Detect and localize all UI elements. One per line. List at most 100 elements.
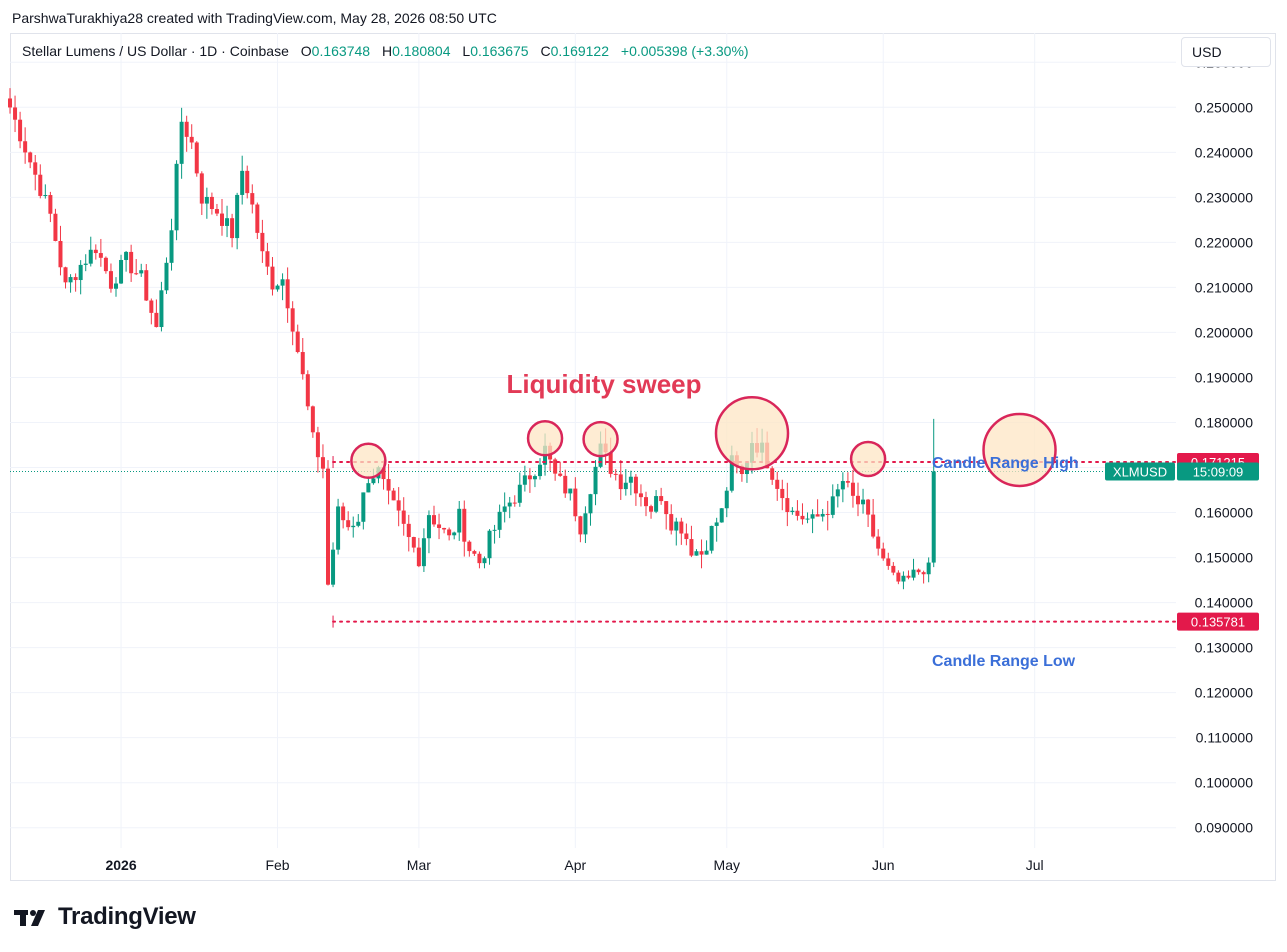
candle-body	[265, 251, 270, 267]
candle-body	[785, 498, 790, 513]
candle-body	[674, 521, 679, 531]
sweep-circles	[350, 396, 1057, 488]
candle-body	[280, 279, 285, 286]
liquidity-sweep-label: Liquidity sweep	[506, 369, 701, 399]
candle-body	[285, 279, 290, 309]
candle-body	[366, 483, 371, 493]
candle-body	[159, 290, 164, 328]
candle-body	[209, 196, 214, 210]
candle-body	[563, 475, 568, 494]
low-key: L	[462, 43, 471, 59]
candle-body	[63, 267, 68, 283]
price-tick-label: 0.240000	[1195, 144, 1254, 160]
price-tick-label: 0.180000	[1195, 414, 1254, 430]
price-tick-label: 0.090000	[1195, 820, 1254, 836]
price-tick-label: 0.190000	[1195, 369, 1254, 385]
candle-body	[800, 515, 805, 520]
candle-body	[618, 474, 623, 490]
candle-body	[628, 476, 633, 483]
candle-body	[108, 271, 113, 289]
price-tick-label: 0.100000	[1195, 775, 1254, 791]
candle-body	[926, 562, 931, 575]
price-tick-label: 0.150000	[1195, 550, 1254, 566]
symbol-description: Stellar Lumens / US Dollar · 1D · Coinba…	[22, 43, 289, 59]
candle-body	[921, 572, 926, 575]
countdown-tag-text: 15:09:09	[1193, 464, 1244, 479]
candle-body	[901, 575, 906, 582]
candle-body	[240, 170, 245, 195]
candle-body	[654, 496, 659, 512]
candle-body	[225, 218, 230, 226]
time-tick-label: Feb	[265, 857, 289, 873]
candle-body	[361, 492, 366, 522]
candle-body	[13, 107, 18, 120]
candle-body	[315, 432, 320, 458]
candle-body	[623, 482, 628, 490]
price-tick-label: 0.160000	[1195, 505, 1254, 521]
time-tick-label: Jul	[1026, 857, 1044, 873]
candle-body	[371, 478, 376, 484]
candle-body	[497, 511, 502, 530]
candle-range-high-label: Candle Range High	[932, 455, 1079, 472]
candle-body	[346, 520, 351, 528]
liquidity-sweep-circle	[582, 420, 619, 458]
candle-body	[644, 497, 648, 507]
liquidity-sweep-circle	[526, 419, 564, 457]
candle-body	[23, 141, 28, 153]
currency-selector[interactable]: USD	[1181, 37, 1271, 67]
candle-body	[78, 264, 83, 281]
candle-body	[331, 549, 336, 585]
candle-body	[507, 502, 512, 507]
candle-body	[815, 514, 820, 517]
countdown-tag	[1177, 462, 1259, 481]
candle-body	[906, 575, 911, 578]
candle-body	[588, 494, 593, 514]
candle-body	[795, 510, 800, 516]
candle-body	[689, 539, 694, 556]
candle-body	[341, 506, 346, 521]
candle-body	[487, 530, 492, 559]
open-value: 0.163748	[311, 43, 371, 59]
candle-body	[694, 551, 699, 556]
candle-body	[659, 496, 664, 502]
candle-body	[825, 513, 830, 515]
candle-body	[649, 506, 654, 512]
price-tick-label: 0.250000	[1195, 99, 1254, 115]
candle-body	[709, 525, 714, 551]
candle-body	[891, 565, 896, 573]
candle-body	[699, 551, 704, 555]
candle-body	[432, 515, 436, 525]
candle-body	[437, 524, 442, 528]
candle-body	[290, 308, 295, 332]
price-tick-label: 0.200000	[1195, 324, 1254, 340]
time-tick-label: 2026	[105, 857, 136, 873]
candle-body	[391, 490, 396, 501]
chart-credit: ParshwaTurakhiya28 created with TradingV…	[12, 10, 497, 26]
symbol-tag	[1105, 462, 1175, 481]
candle-body	[406, 523, 411, 538]
candle-body	[684, 533, 689, 540]
candle-body	[124, 251, 129, 260]
candle-body	[896, 572, 901, 582]
candle-body	[8, 98, 12, 108]
price-tick-label: 0.110000	[1196, 730, 1254, 746]
low-value: 0.163675	[470, 43, 529, 59]
candle-body	[320, 457, 325, 469]
chart-grid	[10, 33, 1176, 848]
candle-body	[401, 510, 406, 524]
candle-body	[43, 195, 48, 197]
candle-body	[482, 558, 487, 564]
candle-body	[305, 374, 310, 407]
candle-body	[149, 300, 154, 313]
candle-body	[260, 232, 265, 252]
candle-body	[573, 488, 578, 517]
candle-body	[326, 468, 330, 585]
range-low-tag	[1177, 612, 1259, 631]
candle-body	[447, 529, 452, 536]
candle-body	[704, 550, 709, 555]
candle-body	[568, 488, 573, 494]
liquidity-sweep-circle	[982, 412, 1057, 488]
candle-body	[164, 262, 169, 291]
range-tag-text: 0.135781	[1191, 615, 1245, 630]
